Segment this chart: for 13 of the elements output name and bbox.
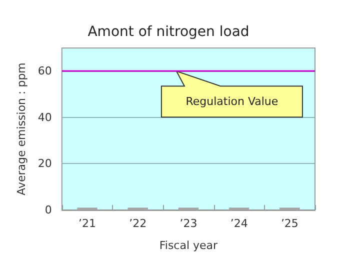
y-tick-label: 40 [38,110,52,124]
ref-line-label: Regulation Value [186,95,278,108]
x-tick-label: ’22 [129,217,147,230]
x-tick-label: ’24 [230,217,248,230]
y-tick-label: 60 [38,64,52,78]
x-tick-label: ’25 [280,217,298,230]
y-axis-title: Average emission : ppm [15,62,28,196]
chart-title: Amont of nitrogen load [88,24,250,40]
y-tick-label: 20 [38,157,52,170]
y-tick-label: 0 [44,204,52,216]
x-axis-title: Fiscal year [159,239,218,252]
x-tick-label: ’23 [180,217,198,230]
x-tick-label: ’21 [78,217,96,230]
